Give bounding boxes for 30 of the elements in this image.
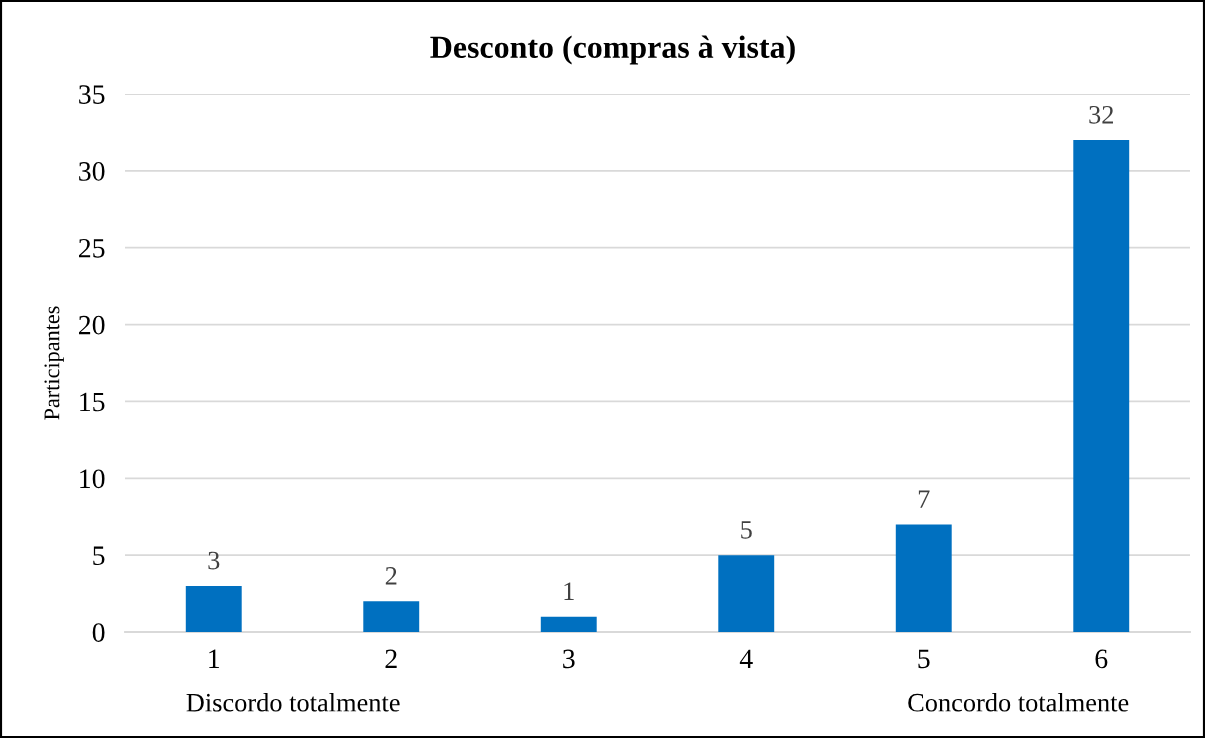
y-tick-label: 10 (80, 469, 105, 489)
x-tick-label: 4 (739, 649, 753, 668)
y-tick-label: 25 (79, 238, 105, 258)
y-tick-label: 0 (92, 623, 105, 642)
y-tick-label: 15 (80, 392, 105, 412)
data-label: 2 (385, 567, 397, 585)
data-label: 5 (741, 521, 752, 539)
y-tick-label: 5 (93, 546, 105, 566)
x-tick-label: 2 (385, 649, 397, 668)
data-label: 3 (208, 551, 220, 570)
text: Discordo totalmente (186, 693, 400, 712)
x-tick-label: 1 (209, 649, 220, 668)
data-label: 1 (564, 582, 574, 600)
y-tick-label: 20 (79, 315, 105, 335)
x-tick-label: 5 (918, 649, 930, 669)
bar (1073, 140, 1130, 632)
y-tick-label: 30 (79, 162, 105, 181)
y-axis-title: Participantes (44, 306, 64, 420)
x-tick-label: 3 (563, 649, 575, 669)
bar (895, 524, 952, 632)
x-tick-label: 6 (1095, 649, 1108, 669)
y-tick-label: 35 (79, 85, 105, 104)
text: Concordo totalmente (908, 693, 1129, 712)
data-label: 7 (918, 490, 930, 508)
bar (363, 601, 420, 632)
bar (540, 616, 597, 632)
bar (718, 555, 775, 632)
bar (185, 585, 242, 632)
chart-title: Desconto (compras à vista) (430, 35, 795, 65)
data-label: 32 (1089, 105, 1113, 124)
